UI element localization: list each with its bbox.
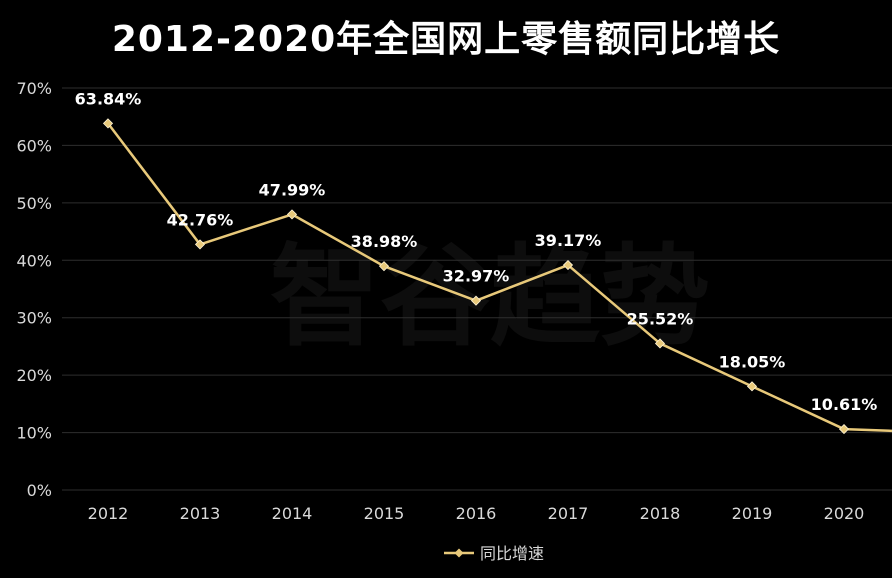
plot-area: [102, 118, 892, 435]
x-tick-label: 2012: [88, 504, 129, 523]
x-tick-label: 2020: [824, 504, 865, 523]
y-tick-label: 70%: [16, 79, 52, 98]
data-point: [746, 381, 758, 392]
y-tick-label: 0%: [27, 481, 52, 500]
y-tick-label: 60%: [16, 136, 52, 155]
data-label: 32.97%: [443, 267, 510, 286]
data-point: [194, 239, 206, 250]
watermark-text: 智谷趋势: [270, 233, 710, 361]
y-tick-label: 30%: [16, 309, 52, 328]
data-label: 47.99%: [259, 180, 326, 199]
x-tick-label: 2014: [272, 504, 313, 523]
x-tick-label: 2017: [548, 504, 589, 523]
data-label: 38.98%: [351, 232, 418, 251]
data-label: 18.05%: [719, 352, 786, 371]
gridlines: [62, 87, 892, 491]
y-axis: 0% 10% 20% 30% 40% 50% 60% 70%: [16, 79, 52, 500]
x-tick-label: 2018: [640, 504, 681, 523]
x-tick-label: 2016: [456, 504, 497, 523]
data-label: 42.76%: [167, 210, 234, 229]
y-tick-label: 50%: [16, 194, 52, 213]
x-tick-label: 2015: [364, 504, 405, 523]
y-tick-label: 10%: [16, 424, 52, 443]
data-label: 10.61%: [811, 395, 878, 414]
y-tick-label: 20%: [16, 366, 52, 385]
data-point: [378, 261, 390, 272]
data-label: 25.52%: [627, 309, 694, 328]
data-point: [838, 424, 850, 435]
data-labels: 63.84% 42.76% 47.99% 38.98% 32.97% 39.17% 25.5…: [75, 89, 878, 414]
data-label: 63.84%: [75, 89, 142, 108]
y-tick-label: 40%: [16, 251, 52, 270]
legend-label: 同比增速: [480, 544, 544, 563]
data-point: [654, 338, 666, 349]
data-point: [102, 118, 114, 129]
x-tick-label: 2013: [180, 504, 221, 523]
series-line: [107, 122, 892, 433]
x-axis: 2012 2013 2014 2015 2016 2017 2018 2019 2020: [88, 504, 865, 523]
data-label: 39.17%: [535, 231, 602, 250]
data-point: [286, 209, 298, 220]
chart-title: 2012-2020年全国网上零售额同比增长: [111, 19, 781, 60]
data-point: [470, 295, 482, 306]
x-tick-label: 2019: [732, 504, 773, 523]
data-point: [562, 259, 574, 271]
legend-marker: [454, 548, 464, 558]
legend: 同比增速: [444, 544, 544, 563]
